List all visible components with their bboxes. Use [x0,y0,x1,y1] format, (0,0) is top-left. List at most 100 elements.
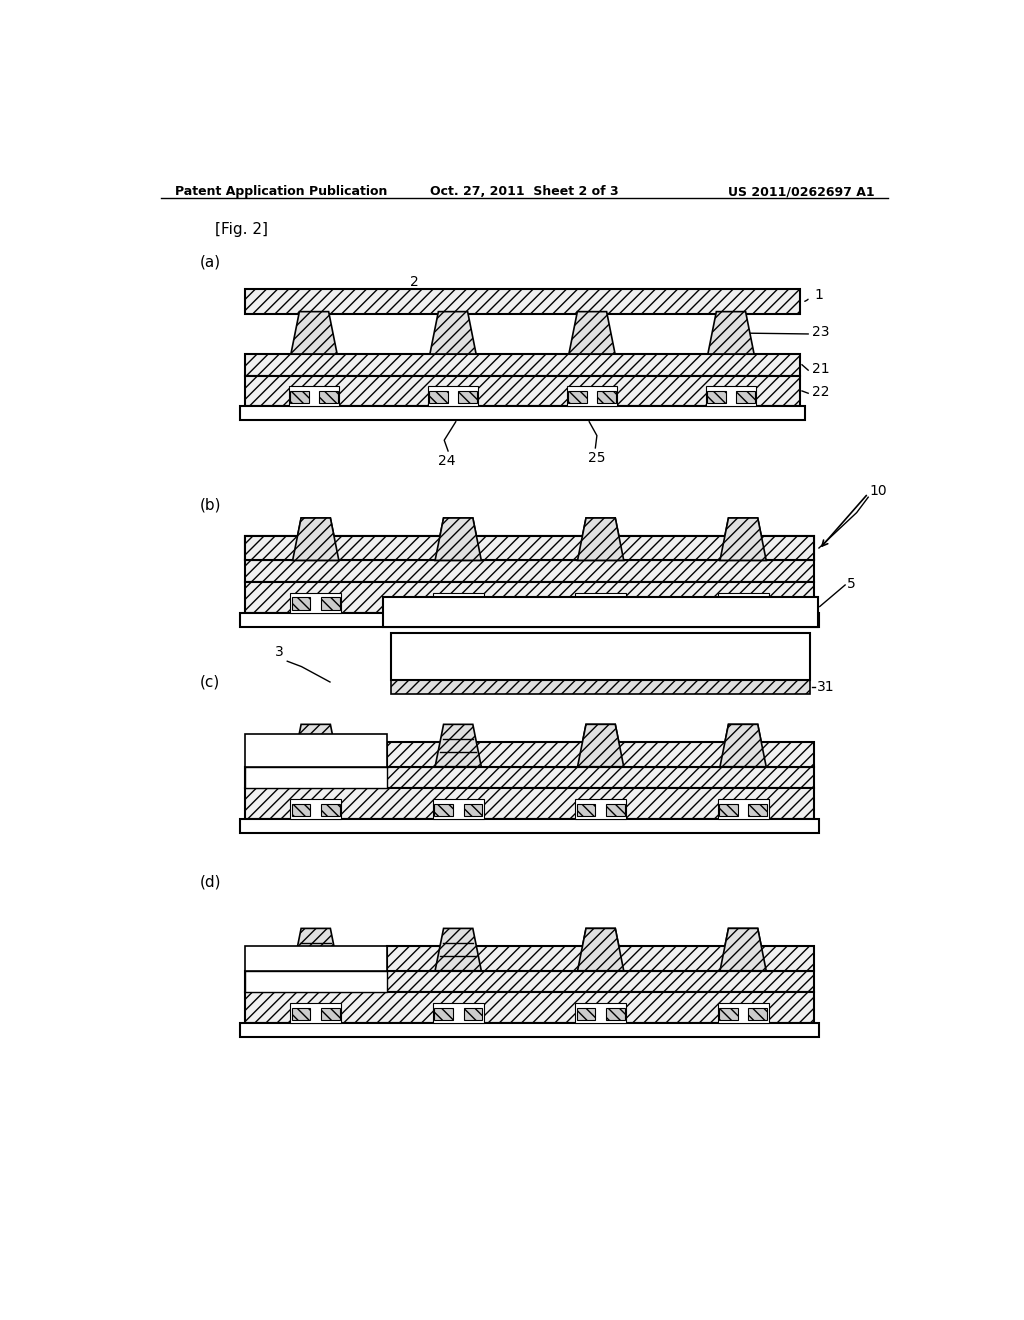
Bar [391,634,810,680]
Polygon shape [293,517,339,561]
Bar [433,593,483,612]
Bar [322,1007,340,1020]
Bar [433,1003,483,1023]
Bar [718,799,768,818]
Polygon shape [720,725,766,767]
Text: 25: 25 [588,451,605,465]
Polygon shape [293,517,339,561]
Text: 10: 10 [869,484,888,498]
Bar [391,680,810,693]
Bar [606,1007,625,1020]
Bar [245,376,801,407]
Text: 3: 3 [274,645,284,659]
Bar [245,993,814,1023]
Text: 21: 21 [812,362,829,376]
Polygon shape [578,725,624,767]
Bar [459,391,477,404]
Polygon shape [569,312,615,354]
Polygon shape [578,928,624,970]
Bar [245,788,814,818]
Polygon shape [293,725,339,767]
Bar [291,593,341,612]
Polygon shape [293,928,339,970]
Bar [322,597,340,610]
Bar [718,1003,768,1023]
Polygon shape [430,312,476,354]
Bar [245,561,814,582]
Bar [240,612,819,627]
Text: 2: 2 [411,275,419,289]
Bar [245,767,387,788]
Bar [433,799,483,818]
Text: (d): (d) [200,875,221,890]
Bar [290,391,308,404]
Polygon shape [578,517,624,561]
Bar [291,1003,341,1023]
Bar [736,391,755,404]
Text: (b): (b) [200,498,221,512]
Polygon shape [435,517,481,561]
Bar [245,536,814,561]
Polygon shape [578,517,624,561]
Bar [387,742,814,767]
Text: 5: 5 [848,577,856,591]
Bar [240,407,805,420]
Bar [245,767,814,788]
Bar [245,970,814,993]
Bar [319,391,338,404]
Bar [291,799,341,818]
Bar [292,804,310,816]
Bar [245,734,387,767]
Bar [575,799,626,818]
Bar [292,597,310,610]
Bar [387,946,814,970]
Polygon shape [720,517,766,561]
Polygon shape [578,725,624,767]
Polygon shape [720,725,766,767]
Polygon shape [720,928,766,970]
Bar [719,1007,737,1020]
Text: Patent Application Publication: Patent Application Publication [175,185,388,198]
Polygon shape [291,312,337,354]
Bar [289,387,339,407]
Bar [749,597,767,610]
Bar [464,1007,482,1020]
Bar [719,597,737,610]
Bar [245,536,814,561]
Polygon shape [435,928,481,970]
Text: US 2011/0262697 A1: US 2011/0262697 A1 [728,185,874,198]
Bar [429,391,447,404]
Text: 31: 31 [816,680,835,693]
Text: [Fig. 2]: [Fig. 2] [215,222,268,238]
Polygon shape [708,312,754,354]
Bar [434,804,453,816]
Bar [245,767,387,788]
Text: Oct. 27, 2011  Sheet 2 of 3: Oct. 27, 2011 Sheet 2 of 3 [430,185,620,198]
Polygon shape [720,517,766,561]
Bar [706,387,757,407]
Bar [719,804,737,816]
Bar [434,1007,453,1020]
Text: (c): (c) [200,675,220,689]
Bar [577,1007,595,1020]
Text: 1: 1 [814,289,823,302]
Polygon shape [435,517,481,561]
Bar [428,387,478,407]
Bar [245,970,387,993]
Bar [245,946,387,970]
Bar [708,391,726,404]
Bar [606,597,625,610]
Bar [749,804,767,816]
Bar [718,593,768,612]
Text: (a): (a) [200,255,221,269]
Bar [245,354,801,376]
Bar [464,597,482,610]
Bar [597,391,615,404]
Text: 22: 22 [812,384,829,399]
Bar [383,597,818,627]
Bar [566,387,617,407]
Bar [322,804,340,816]
Bar [464,804,482,816]
Bar [749,1007,767,1020]
Bar [575,593,626,612]
